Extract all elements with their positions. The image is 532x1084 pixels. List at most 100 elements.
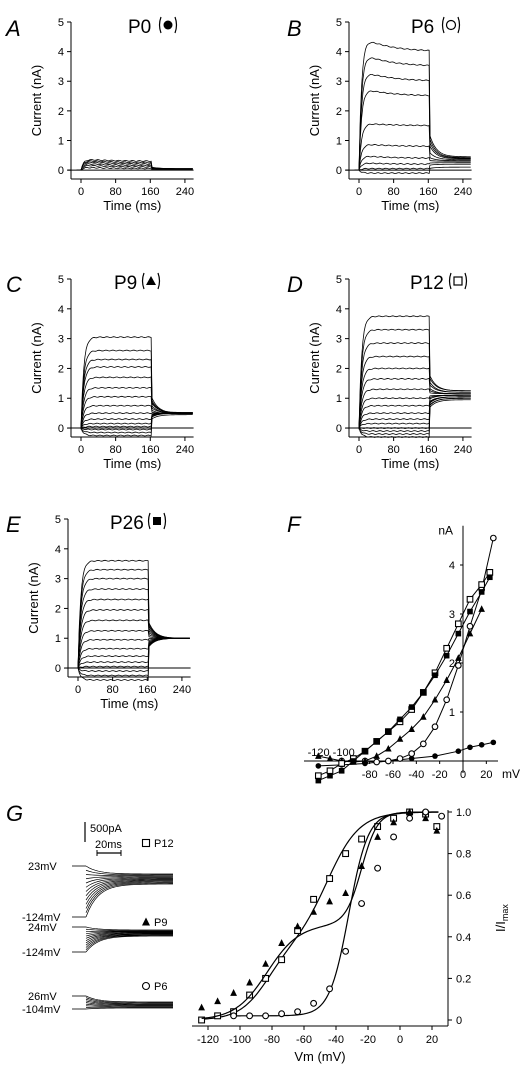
iv-data-point (432, 753, 438, 759)
act-data-point (406, 808, 413, 815)
panel-letter-a: A (4, 16, 21, 41)
current-trace (354, 397, 471, 435)
tail-trace (85, 1000, 173, 1005)
tail-group-p6: 26mV-104mV P6 (22, 981, 174, 1016)
current-trace (76, 386, 193, 429)
x-tick-label: 160 (419, 444, 437, 456)
x-tick-label: 0 (356, 186, 362, 198)
x-tick-label: 160 (141, 186, 159, 198)
current-trace (354, 399, 471, 438)
act-data-point (294, 922, 301, 930)
current-trace (76, 412, 193, 429)
current-trace (73, 637, 190, 669)
current-trace (354, 367, 471, 429)
tail-group-p9: 24mV -124mV P9 (22, 917, 174, 959)
current-trace (76, 404, 193, 429)
current-trace (354, 57, 471, 171)
panel-title-p0: P0 (128, 17, 151, 38)
act-data-point (246, 978, 253, 986)
iv-data-point (455, 654, 462, 661)
current-trace (354, 41, 471, 171)
act-y-axis-label: I/Imax (493, 904, 510, 932)
x-tick-label: 160 (419, 186, 437, 198)
current-trace (354, 73, 471, 171)
tail-trace (85, 928, 174, 931)
iv-data-point (487, 574, 493, 581)
iv-data-point (478, 605, 485, 612)
act-data-point (342, 850, 350, 858)
current-trace (73, 619, 190, 669)
iv-data-point (314, 772, 322, 780)
y-tick-label: 0 (58, 423, 64, 435)
y-axis-label: Current (nA) (29, 65, 44, 137)
act-data-point (358, 900, 366, 907)
act-data-point (390, 818, 397, 826)
iv-data-point (455, 630, 462, 637)
y-tick-label: 3 (58, 76, 64, 88)
tail-bottom-voltage: -104mV (22, 1004, 61, 1016)
y-tick-label: 1 (58, 393, 64, 405)
tail-trace (85, 876, 173, 880)
tail-trace (85, 931, 173, 935)
act-y-tick-label: 0 (456, 1015, 462, 1027)
current-trace (354, 315, 471, 429)
y-tick-label: 2 (336, 363, 342, 375)
tail-trace (85, 882, 174, 913)
iv-data-point (490, 739, 497, 746)
current-trace (354, 394, 471, 429)
iv-data-point (454, 620, 462, 628)
tail-trace (85, 1003, 173, 1007)
iv-y-unit: nA (438, 524, 453, 538)
current-trace (73, 637, 190, 681)
x-tick-label: 80 (388, 186, 400, 198)
iv-data-point (408, 755, 415, 762)
act-data-point (230, 1012, 238, 1020)
tail-trace (85, 880, 174, 901)
current-trace (76, 336, 193, 429)
tail-trace (85, 883, 174, 918)
tail-trace (85, 874, 173, 877)
x-tick-label: 240 (173, 684, 191, 696)
act-data-point (326, 897, 333, 905)
y-tick-label: 2 (55, 603, 61, 615)
current-trace (354, 162, 471, 171)
tail-bottom-voltage: -124mV (22, 947, 61, 959)
iv-data-point (396, 755, 404, 762)
iv-data-point (443, 644, 451, 652)
y-axis-label: Current (nA) (307, 322, 322, 394)
panel-letter-g: G (6, 801, 23, 826)
y-axis-label: Current (nA) (29, 322, 44, 394)
act-x-tick-label: 20 (426, 1034, 438, 1046)
y-tick-label: 5 (58, 17, 64, 29)
tail-trace (85, 877, 174, 888)
iv-data-point (315, 763, 322, 769)
act-fit-curve (201, 811, 439, 1020)
act-x-axis-label: Vm (mV) (294, 1049, 345, 1064)
iv-data-point (478, 581, 486, 588)
y-tick-label: 2 (336, 106, 342, 118)
act-y-tick-label: 0.8 (456, 849, 471, 861)
y-tick-label: 3 (336, 76, 342, 88)
panel-letter-d: D (287, 272, 303, 297)
act-data-point (310, 895, 318, 903)
tail-trace (85, 879, 174, 896)
iv-data-point (315, 777, 322, 784)
x-tick-label: 240 (454, 186, 472, 198)
current-trace (73, 637, 190, 677)
panel-letter-f: F (287, 512, 302, 537)
current-trace (354, 396, 471, 430)
tail-trace (85, 931, 173, 937)
x-tick-label: 80 (110, 186, 122, 198)
iv-data-point (373, 752, 380, 759)
iv-data-point (431, 695, 439, 703)
trace-panel-d: 0 1 2 3 4 5 0 80 160 240 Time (ms) Current (nA) (307, 274, 472, 471)
current-trace (354, 155, 471, 171)
x-tick-label: 240 (454, 444, 472, 456)
tail-trace (85, 869, 174, 876)
x-tick-label: 0 (356, 444, 362, 456)
tail-trace (85, 995, 174, 1003)
iv-data-point (466, 595, 474, 603)
tail-trace (85, 935, 174, 950)
